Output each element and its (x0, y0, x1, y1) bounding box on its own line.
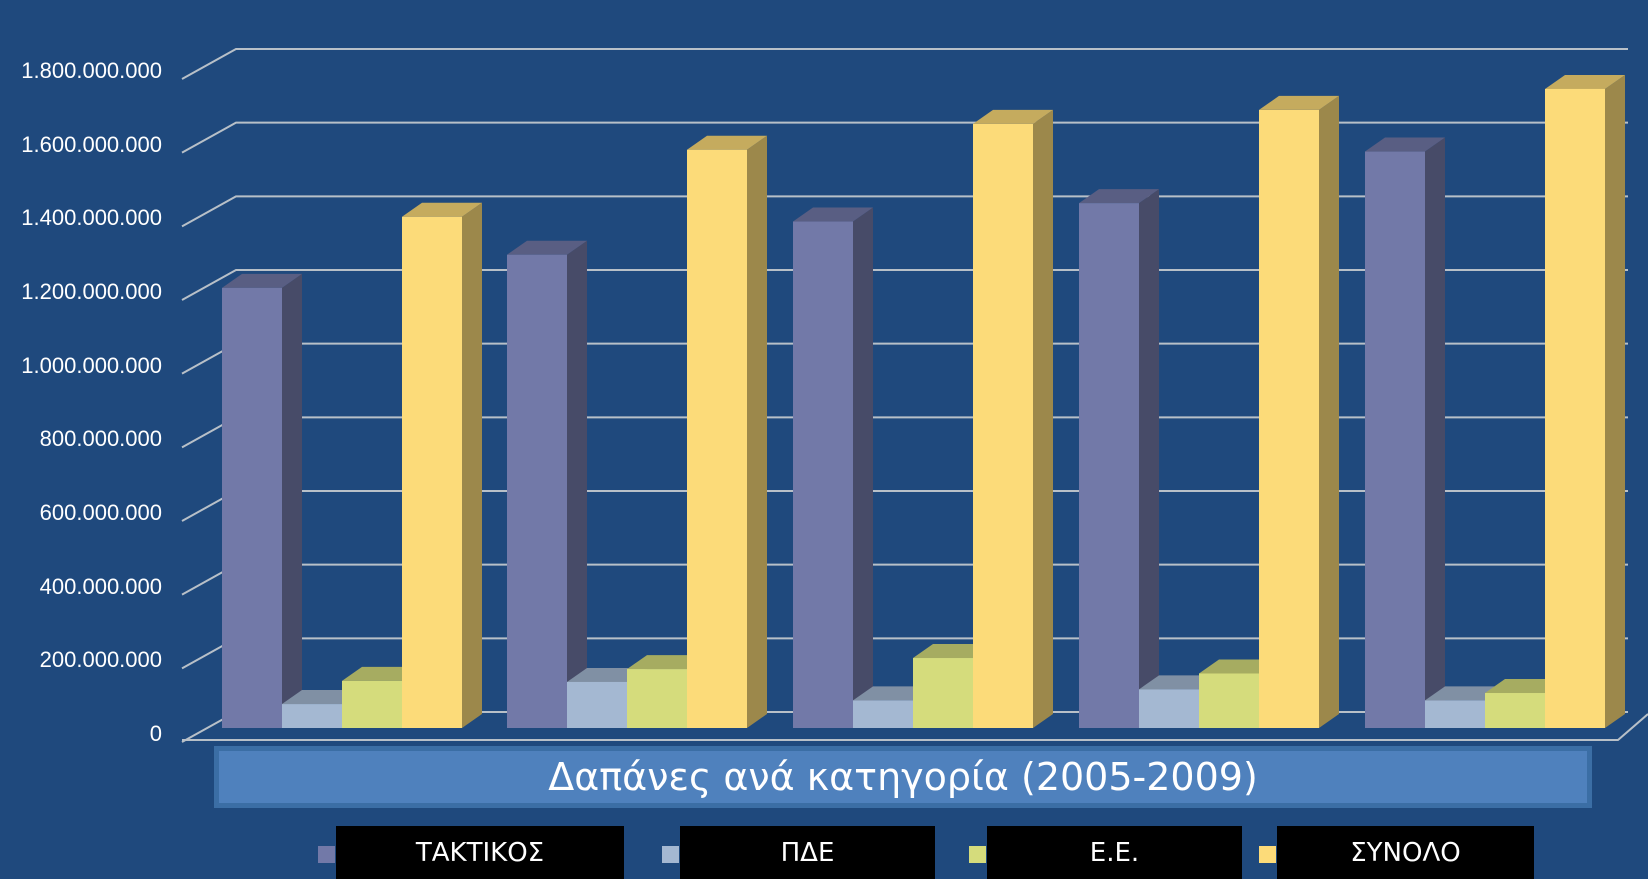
bar (973, 109, 1053, 728)
bar-front (1259, 109, 1319, 729)
bar (1259, 95, 1339, 729)
bar-side (1319, 95, 1339, 729)
bar-front (1545, 88, 1605, 729)
y-tick-label: 1.400.000.000 (21, 205, 162, 231)
legend-swatch-pde (662, 846, 679, 863)
bar-front (913, 658, 973, 728)
legend-swatch-synolo (1259, 846, 1276, 863)
gridline (181, 121, 1628, 154)
y-tick-label: 1.000.000.000 (21, 352, 162, 378)
bar-top (793, 207, 873, 222)
bar-top (507, 240, 587, 255)
bar-top (1259, 95, 1339, 110)
bar-side (853, 207, 873, 728)
bar-front (507, 254, 567, 729)
bar-top (1079, 189, 1159, 204)
bar-top (1545, 74, 1625, 89)
bar (507, 240, 587, 729)
bar-front (627, 669, 687, 728)
bar-top (973, 109, 1053, 124)
bar (402, 202, 482, 729)
bar (222, 273, 302, 728)
legend-swatch-ee (969, 846, 986, 863)
y-tick-label: 400.000.000 (39, 573, 162, 599)
bar-front (1485, 693, 1545, 728)
bar-top (222, 273, 302, 288)
bar-front (687, 149, 747, 728)
chart-title-box: Δαπάνες ανά κατηγορία (2005-2009) (214, 746, 1592, 808)
bar-side (1139, 189, 1159, 728)
bar-front (1079, 203, 1139, 728)
bar-front (1199, 673, 1259, 728)
gridline (181, 48, 1628, 80)
bar-front (402, 216, 462, 728)
bar-top (402, 202, 482, 217)
legend-label-pde: ΠΔΕ (680, 826, 935, 879)
bar (1545, 74, 1625, 729)
bar-front (1139, 689, 1199, 728)
bar-front (1425, 700, 1485, 728)
bar-front (342, 680, 402, 728)
y-tick-label: 0 (149, 721, 162, 746)
bar-side (1425, 137, 1445, 728)
legend-label-ee: Ε.Ε. (987, 826, 1242, 879)
y-tick-label: 200.000.000 (39, 647, 162, 673)
y-tick-label: 1.200.000.000 (21, 279, 162, 304)
bar-top (687, 135, 767, 150)
y-tick-label: 800.000.000 (39, 426, 162, 452)
y-tick-label: 1.800.000.000 (21, 58, 162, 83)
y-tick-label: 1.600.000.000 (21, 131, 162, 157)
bar-front (973, 123, 1033, 728)
floor-edge (182, 713, 1648, 741)
bar (1365, 137, 1445, 728)
legend-label-taktikos: ΤΑΚΤΙΚΟΣ (336, 826, 624, 879)
bar-top (1365, 137, 1445, 152)
legend-label-synolo: ΣΥΝΟΛΟ (1277, 826, 1534, 879)
bar-front (853, 700, 913, 728)
bar-side (567, 240, 587, 729)
bar-front (222, 287, 282, 728)
bar (687, 135, 767, 728)
legend-swatch-taktikos (318, 846, 335, 863)
bar-side (1605, 74, 1625, 729)
bar-front (282, 704, 342, 728)
bar-front (1365, 151, 1425, 728)
y-tick-label: 600.000.000 (39, 500, 162, 525)
bar-side (282, 273, 302, 728)
bar (793, 207, 873, 728)
gridline (181, 195, 1628, 228)
bar-side (747, 135, 767, 728)
bar-side (462, 202, 482, 729)
chart-title: Δαπάνες ανά κατηγορία (2005-2009) (548, 755, 1258, 799)
bar-front (567, 681, 627, 728)
bar-side (1033, 109, 1053, 728)
bar (1079, 189, 1159, 728)
gridline (181, 269, 1628, 301)
bar-front (793, 221, 853, 728)
